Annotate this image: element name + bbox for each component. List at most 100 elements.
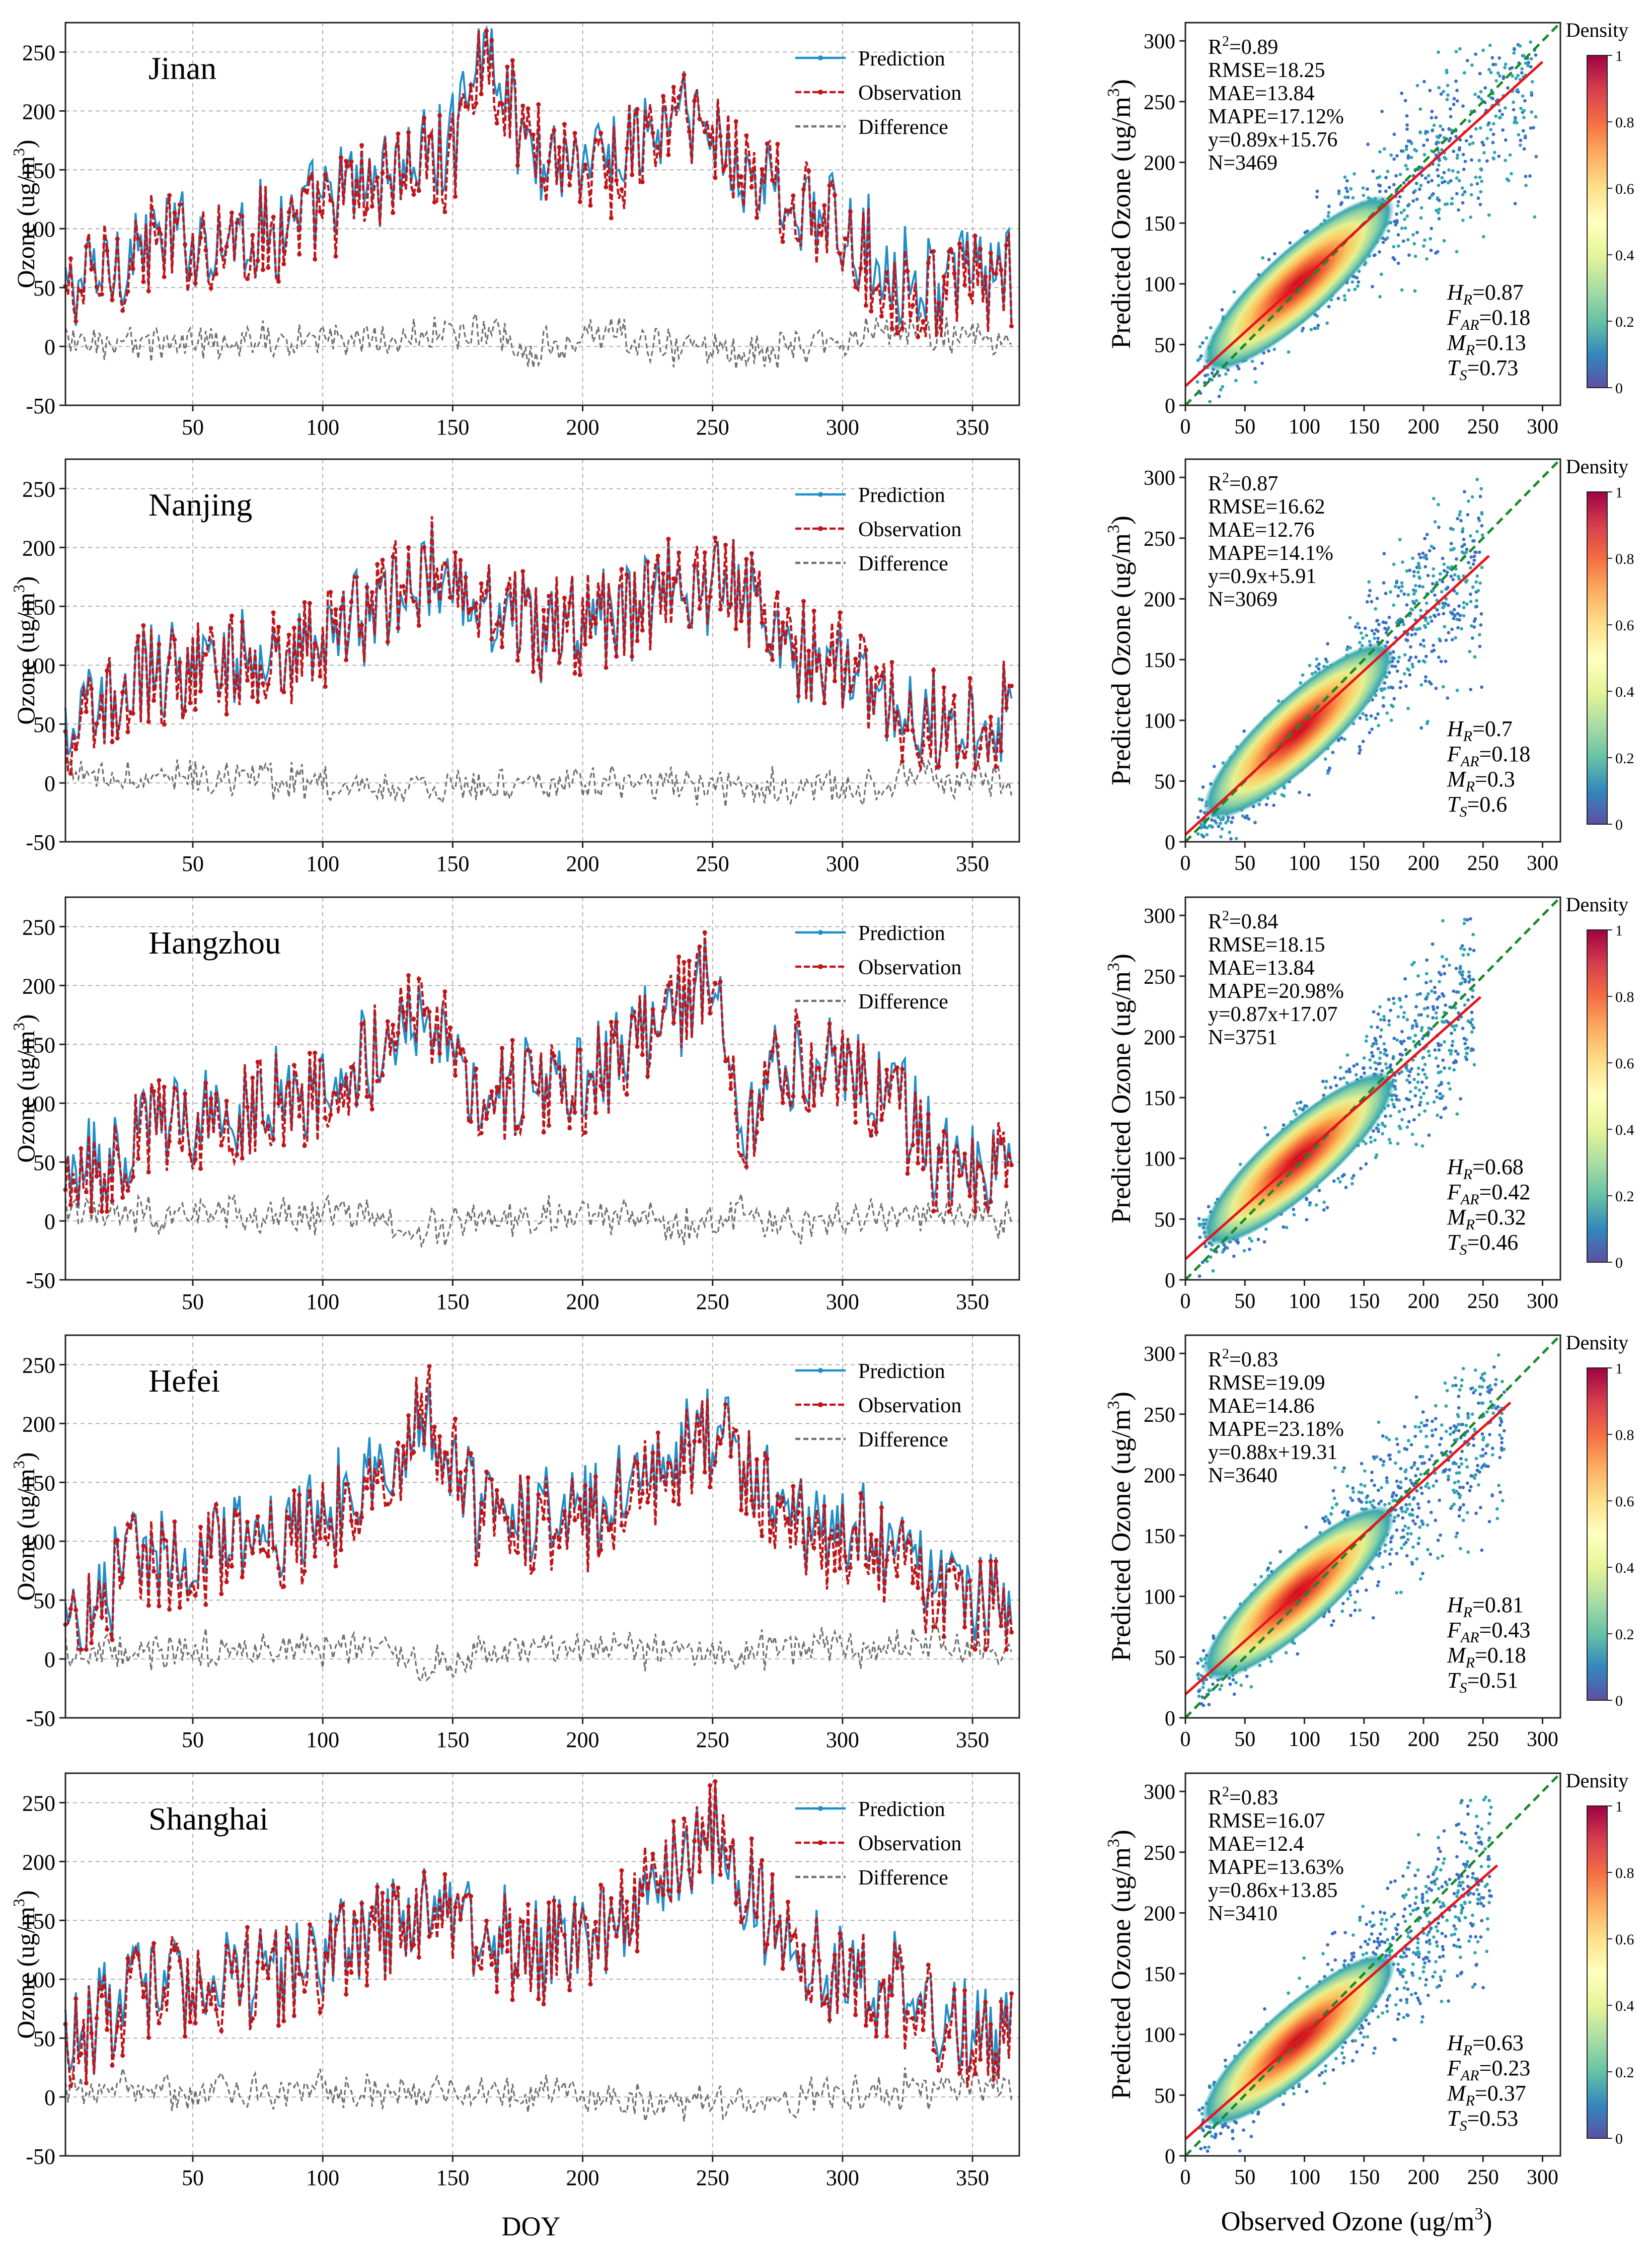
scatter-point	[1407, 1074, 1411, 1077]
observation-point	[604, 1042, 609, 1047]
observation-point	[100, 1209, 104, 1214]
scatter-point	[1395, 1494, 1398, 1497]
scatter-point	[1402, 1108, 1406, 1111]
scatter-point	[1442, 90, 1446, 93]
observation-point	[474, 1946, 478, 1950]
scatter-point	[1463, 490, 1466, 493]
scatter-point	[1414, 1425, 1417, 1428]
scatter-point	[1477, 1402, 1480, 1405]
observation-point	[900, 1067, 905, 1071]
observation-point	[79, 289, 83, 294]
scatter-point	[1463, 543, 1466, 546]
scatter-point	[1435, 1056, 1438, 1060]
observation-point	[230, 1148, 234, 1152]
observation-point	[240, 620, 245, 624]
scatter-point	[1409, 645, 1412, 649]
observation-point	[552, 1054, 556, 1058]
scatter-point	[1404, 638, 1408, 641]
scatter-point	[1486, 1443, 1489, 1446]
skill-symbol: F	[1447, 742, 1461, 766]
scatter-point	[1467, 499, 1470, 503]
scatter-point	[1443, 569, 1446, 572]
scatter-point	[1443, 156, 1446, 160]
scatter-point	[1308, 1203, 1312, 1207]
observation-point	[677, 550, 681, 555]
scatter-point	[1196, 832, 1200, 836]
scatter-point	[1444, 203, 1447, 206]
observation-point	[354, 179, 359, 183]
observation-point	[734, 1111, 738, 1116]
observation-point	[843, 1554, 848, 1559]
observation-point	[469, 1119, 473, 1124]
observation-point	[359, 1901, 364, 1906]
observation-point	[796, 1955, 801, 1960]
scatter-point	[1369, 1500, 1372, 1504]
scatter-point	[1433, 986, 1437, 989]
observation-point	[100, 1615, 104, 1619]
scatter-point	[1445, 71, 1449, 75]
scatter-point	[1202, 835, 1206, 838]
scatter-point	[1397, 656, 1401, 659]
scatter-point	[1419, 1096, 1423, 1099]
scatter-point	[1433, 614, 1436, 617]
observation-point	[921, 1596, 925, 1601]
observation-point	[536, 658, 541, 662]
y-tick-label: 200	[1144, 1464, 1175, 1487]
scatter-point	[1269, 1561, 1272, 1565]
scatter-point	[1469, 1474, 1473, 1478]
observation-point	[547, 1123, 551, 1128]
observation-point	[650, 1007, 655, 1012]
observation-point	[396, 1031, 400, 1035]
scatter-point	[1396, 670, 1399, 673]
observation-point	[983, 727, 988, 731]
scatter-point	[1420, 1492, 1424, 1495]
observation-point	[874, 666, 879, 670]
skill-value: =0.7	[1472, 716, 1513, 741]
scatter-point	[1442, 612, 1446, 616]
scatter-point	[1495, 1507, 1499, 1511]
scatter-point	[1439, 1534, 1442, 1537]
scatter-point	[1398, 1125, 1401, 1128]
scatter-point	[1410, 1443, 1413, 1446]
y-tick-label: 300	[1144, 905, 1175, 928]
scatter-point	[1468, 119, 1471, 123]
observation-point	[677, 955, 681, 959]
scatter-point	[1490, 56, 1494, 59]
scatter-point	[1467, 561, 1470, 564]
x-tick-label: 350	[956, 851, 989, 876]
scatter-point	[1385, 1066, 1389, 1070]
observation-point	[635, 1461, 639, 1466]
scatter-point	[1381, 1123, 1384, 1126]
scatter-point	[1466, 1550, 1470, 1554]
observation-point	[947, 1568, 951, 1573]
stat-rmse: RMSE=19.09	[1208, 1371, 1325, 1395]
observation-point	[209, 286, 213, 291]
observation-point	[682, 597, 686, 602]
scatter-point	[1305, 1218, 1309, 1221]
scatter-point	[1446, 586, 1450, 589]
observation-point	[817, 223, 821, 228]
observation-point	[718, 607, 723, 612]
scatter-point	[1422, 556, 1425, 559]
scatter-point	[1449, 107, 1452, 111]
observation-point	[848, 1565, 853, 1570]
scatter-point	[1517, 133, 1521, 136]
observation-point	[697, 117, 702, 121]
observation-point	[73, 319, 78, 324]
scatter-point	[1403, 672, 1406, 676]
scatter-point	[1259, 1575, 1263, 1578]
scatter-point	[1423, 1109, 1426, 1113]
stat-r2-sup: 2	[1222, 1346, 1229, 1362]
observation-point	[328, 198, 333, 203]
observation-point	[375, 175, 380, 180]
observation-point	[235, 1969, 239, 1974]
observation-point	[817, 1066, 821, 1070]
scatter-point	[1433, 648, 1436, 652]
observation-point	[703, 550, 707, 555]
scatter-point	[1454, 80, 1458, 83]
scatter-point	[1363, 1071, 1366, 1075]
observation-point	[349, 1065, 353, 1069]
observation-point	[749, 551, 754, 556]
observation-point	[313, 1947, 317, 1951]
scatter-point	[1444, 1106, 1448, 1110]
